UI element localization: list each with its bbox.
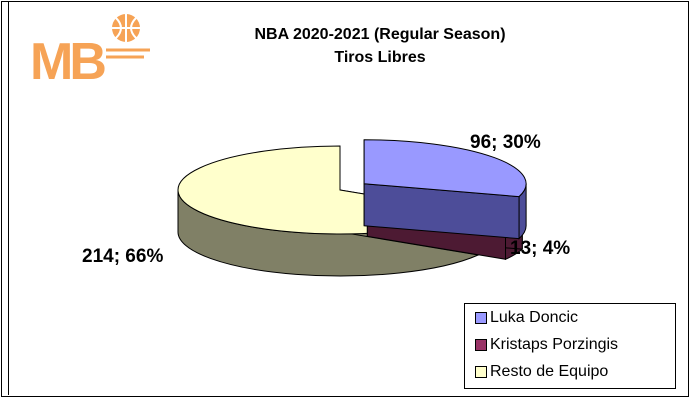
legend-swatch [475,366,487,378]
legend-item-kristaps: Kristaps Porzingis [475,335,618,355]
legend-swatch [475,339,487,351]
data-label-kristaps-porzingis: 13; 4% [510,238,571,259]
data-label-luka-doncic: 96; 30% [470,132,541,153]
pie-slice-top [363,139,527,198]
legend: Luka Doncic Kristaps Porzingis Resto de … [464,303,676,389]
legend-swatch [475,312,487,324]
chart-title: NBA 2020-2021 (Regular Season) [254,26,506,43]
mb-logo: MB [22,10,172,91]
legend-item-resto: Resto de Equipo [475,362,608,382]
legend-label: Kristaps Porzingis [490,336,619,353]
left-border-line [8,2,9,395]
logo-text: MB [30,33,107,91]
data-label-resto-de-equipo: 214; 66% [82,246,164,267]
legend-label: Luka Doncic [490,309,579,326]
chart-subtitle: Tiros Libres [334,49,426,66]
legend-item-luka: Luka Doncic [475,308,578,328]
legend-label: Resto de Equipo [490,363,609,380]
pie-slice-luka-doncic [363,139,527,240]
basketball-icon [106,14,150,59]
